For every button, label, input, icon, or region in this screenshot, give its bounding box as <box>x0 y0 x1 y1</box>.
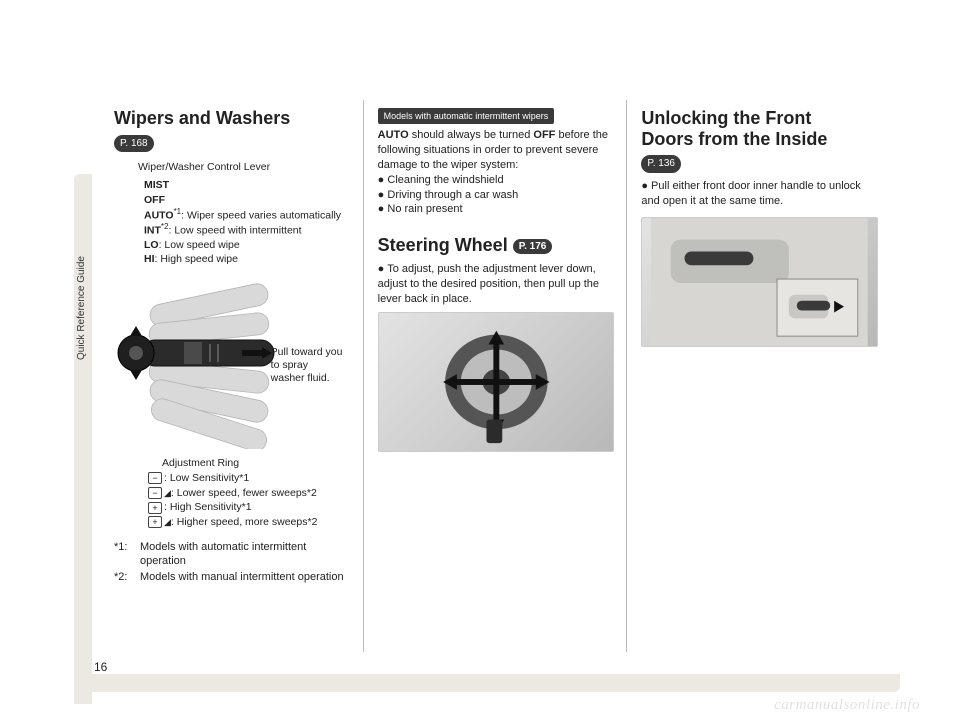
mode-off: OFF <box>144 194 165 206</box>
steering-title-text: Steering Wheel <box>378 235 508 255</box>
mode-hi-desc: : High speed wipe <box>155 253 238 265</box>
mode-mist: MIST <box>144 179 169 191</box>
door-handle-photo <box>641 217 878 347</box>
list-item: No rain present <box>378 202 615 217</box>
page-number: 16 <box>94 660 107 674</box>
fn1-text: Models with automatic intermittent opera… <box>140 540 351 569</box>
steering-svg <box>379 313 614 451</box>
fn1-tag: *1: <box>114 540 140 569</box>
mode-int-label: INT <box>144 225 161 237</box>
adj-low-sens: : Low Sensitivity*1 <box>164 472 249 484</box>
auto-off-warning: AUTO should always be turned OFF before … <box>378 128 615 173</box>
col-wipers: Wipers and Washers P. 168 Wiper/Washer C… <box>100 100 363 652</box>
pull-toward-label: Pull toward you to spray washer fluid. <box>271 346 345 384</box>
mode-lo-label: LO <box>144 239 159 251</box>
side-tab <box>74 174 92 704</box>
steering-photo <box>378 312 615 452</box>
mode-auto-desc: : Wiper speed varies automatically <box>181 209 341 221</box>
off-word: OFF <box>533 129 555 141</box>
page-ref-176: P. 176 <box>513 239 553 255</box>
unlock-title-l1: Unlocking the Front <box>641 108 811 128</box>
steering-heading: Steering Wheel P. 176 <box>378 235 615 256</box>
page-ref-168: P. 168 <box>114 135 154 153</box>
plus-box-icon: + <box>148 516 162 528</box>
unlock-title-l2: Doors from the Inside <box>641 129 827 149</box>
adj-higher-speed: : Higher speed, more sweeps*2 <box>171 516 318 528</box>
list-item: To adjust, push the adjustment lever dow… <box>378 262 615 307</box>
list-item: Driving through a car wash <box>378 188 615 203</box>
plus-box-icon: + <box>148 502 162 514</box>
auto-word: AUTO <box>378 129 409 141</box>
unlock-heading: Unlocking the Front Doors from the Insid… <box>641 108 878 149</box>
adjustment-ring-block: Adjustment Ring −: Low Sensitivity*1 −◢:… <box>114 456 351 529</box>
col-doors: Unlocking the Front Doors from the Insid… <box>626 100 890 652</box>
watermark: carmanualsonline.info <box>774 697 920 714</box>
side-tab-label: Quick Reference Guide <box>76 342 87 360</box>
wipers-heading: Wipers and Washers <box>114 108 351 129</box>
minus-box-icon: − <box>148 487 162 499</box>
steering-instructions: To adjust, push the adjustment lever dow… <box>378 262 615 307</box>
door-handle-svg <box>642 218 877 346</box>
page-ref-136: P. 136 <box>641 155 681 173</box>
minus-box-icon: − <box>148 472 162 484</box>
mode-hi-label: HI <box>144 253 155 265</box>
list-item: Cleaning the windshield <box>378 173 615 188</box>
bottom-tab <box>74 674 900 692</box>
mode-auto-sup: *1 <box>174 207 182 216</box>
models-chip: Models with automatic intermittent wiper… <box>378 108 555 124</box>
list-item: Pull either front door inner handle to u… <box>641 179 878 209</box>
col-steering: Models with automatic intermittent wiper… <box>363 100 627 652</box>
adj-lower-speed: : Lower speed, fewer sweeps*2 <box>171 487 317 499</box>
adj-ring-title: Adjustment Ring <box>162 456 351 471</box>
mode-int-desc: : Low speed with intermittent <box>168 225 301 237</box>
auto-off-conditions: Cleaning the windshield Driving through … <box>378 173 615 218</box>
manual-page: Quick Reference Guide Wipers and Washers… <box>0 0 960 722</box>
auto-mid: should always be turned <box>409 129 534 141</box>
content-columns: Wipers and Washers P. 168 Wiper/Washer C… <box>100 100 890 652</box>
wiper-lever-svg <box>114 274 284 449</box>
fn2-tag: *2: <box>114 570 140 584</box>
fn2-text: Models with manual intermittent operatio… <box>140 570 344 584</box>
wiper-mode-definitions: MIST OFF AUTO*1: Wiper speed varies auto… <box>144 178 351 266</box>
mode-auto-label: AUTO <box>144 209 174 221</box>
wiper-footnotes: *1:Models with automatic intermittent op… <box>114 540 351 585</box>
adj-high-sens: : High Sensitivity*1 <box>164 501 252 513</box>
wiper-lever-diagram: Pull toward you to spray washer fluid. <box>114 274 351 454</box>
unlock-instructions: Pull either front door inner handle to u… <box>641 179 878 209</box>
mode-lo-desc: : Low speed wipe <box>159 239 240 251</box>
lever-caption: Wiper/Washer Control Lever <box>138 160 351 174</box>
